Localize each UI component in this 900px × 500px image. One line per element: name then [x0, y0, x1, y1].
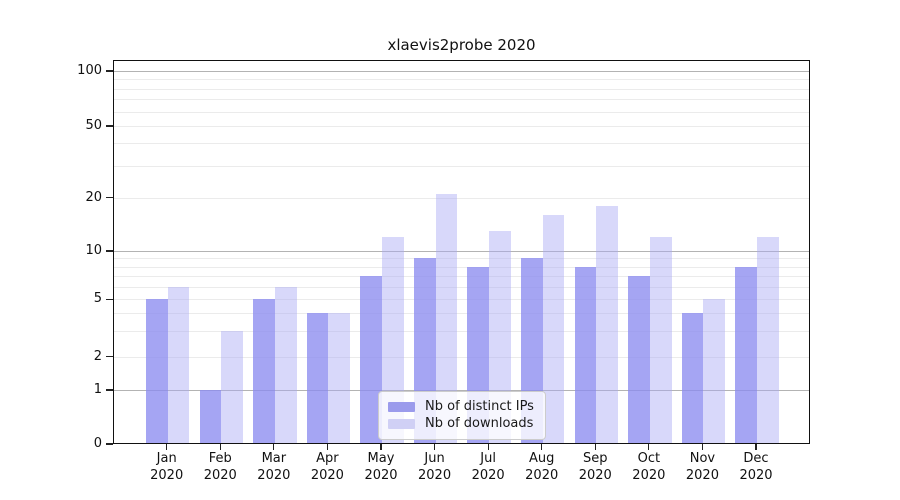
bar-downloads-dec	[757, 236, 779, 443]
minor-gridline	[114, 266, 809, 268]
minor-gridline	[114, 258, 809, 260]
bar-downloads-jan	[167, 286, 190, 443]
minor-gridline	[114, 331, 809, 333]
x-tick-label-may: May 2020	[364, 451, 398, 483]
minor-gridline	[114, 275, 809, 277]
y-tick-label-0: 0	[93, 436, 102, 451]
bar-downloads-nov	[703, 299, 726, 443]
bar-distinct-ips-nov	[681, 313, 704, 443]
y-tick-mark	[106, 389, 113, 391]
x-tick-label-feb: Feb 2020	[203, 451, 237, 483]
y-tick-label-20: 20	[85, 189, 102, 205]
major-gridline	[114, 71, 809, 72]
y-tick-mark	[106, 125, 113, 127]
bar-downloads-apr	[328, 313, 351, 443]
minor-gridline	[114, 313, 809, 315]
x-tick-label-apr: Apr 2020	[310, 451, 344, 483]
bar-downloads-feb	[221, 331, 243, 443]
x-tick-label-jan: Jan 2020	[150, 451, 184, 483]
y-tick-label-1: 1	[93, 382, 102, 397]
bar-distinct-ips-mar	[253, 299, 275, 443]
x-tick-mark	[433, 444, 436, 450]
x-tick-label-mar: Mar 2020	[257, 451, 291, 483]
legend-item-distinct-ips: Nb of distinct IPs	[388, 398, 535, 415]
x-tick-label-dec: Dec 2020	[739, 451, 773, 483]
bar-distinct-ips-oct	[628, 275, 650, 443]
minor-gridline	[114, 88, 809, 90]
y-tick-label-50: 50	[85, 118, 102, 133]
x-tick-mark	[326, 444, 328, 450]
x-tick-label-nov: Nov 2020	[685, 451, 719, 483]
y-tick-mark	[106, 356, 113, 358]
minor-gridline	[114, 197, 809, 199]
x-tick-label-oct: Oct 2020	[632, 451, 666, 483]
plot-area	[113, 60, 810, 444]
bar-distinct-ips-dec	[735, 266, 757, 443]
legend-item-downloads: Nb of downloads	[388, 415, 535, 432]
y-tick-label-2: 2	[93, 348, 102, 364]
major-gridline	[114, 251, 809, 252]
y-tick-label-5: 5	[93, 291, 102, 307]
x-tick-mark	[701, 444, 703, 450]
bar-distinct-ips-apr	[306, 313, 329, 443]
minor-gridline	[114, 79, 809, 81]
x-tick-mark	[273, 444, 275, 450]
x-tick-mark	[755, 444, 757, 450]
y-tick-label-10: 10	[85, 243, 102, 258]
minor-gridline	[114, 299, 809, 301]
minor-gridline	[114, 111, 809, 113]
bar-distinct-ips-sep	[574, 266, 597, 443]
x-tick-mark	[380, 444, 382, 450]
x-tick-mark	[487, 444, 489, 450]
y-tick-mark	[106, 197, 113, 199]
minor-gridline	[114, 126, 809, 127]
legend-swatch-distinct-ips	[388, 401, 415, 412]
x-tick-mark	[219, 444, 221, 450]
legend-swatch-downloads	[388, 418, 415, 429]
y-tick-mark	[106, 70, 113, 72]
bar-distinct-ips-may	[360, 275, 382, 443]
legend-label-distinct-ips: Nb of distinct IPs	[425, 399, 534, 414]
x-tick-label-jun: Jun 2020	[418, 451, 452, 483]
y-tick-mark	[106, 250, 113, 252]
legend-label-downloads: Nb of downloads	[425, 416, 534, 431]
major-gridline	[114, 390, 809, 391]
y-tick-mark	[106, 298, 113, 300]
bar-downloads-jun	[435, 193, 458, 443]
x-tick-label-aug: Aug 2020	[525, 451, 559, 483]
bar-downloads-oct	[649, 236, 672, 443]
legend: Nb of distinct IPs Nb of downloads	[378, 391, 546, 440]
bar-downloads-sep	[596, 205, 618, 443]
y-tick-label-100: 100	[77, 63, 102, 78]
minor-gridline	[114, 356, 809, 358]
minor-gridline	[114, 143, 809, 145]
x-tick-label-jul: Jul 2020	[471, 451, 505, 483]
x-tick-mark	[541, 444, 543, 450]
x-tick-mark	[166, 444, 168, 450]
chart-title: xlaevis2probe 2020	[387, 36, 536, 54]
minor-gridline	[114, 165, 809, 167]
x-tick-label-sep: Sep 2020	[578, 451, 612, 483]
bar-downloads-jul	[489, 230, 511, 443]
y-tick-mark	[106, 443, 113, 445]
bar-downloads-aug	[542, 214, 565, 443]
bar-distinct-ips-feb	[199, 390, 222, 443]
minor-gridline	[114, 99, 809, 101]
bar-distinct-ips-jan	[146, 299, 168, 443]
minor-gridline	[114, 286, 809, 288]
bar-downloads-mar	[274, 286, 297, 443]
x-tick-mark	[648, 444, 650, 450]
x-tick-mark	[594, 444, 596, 450]
